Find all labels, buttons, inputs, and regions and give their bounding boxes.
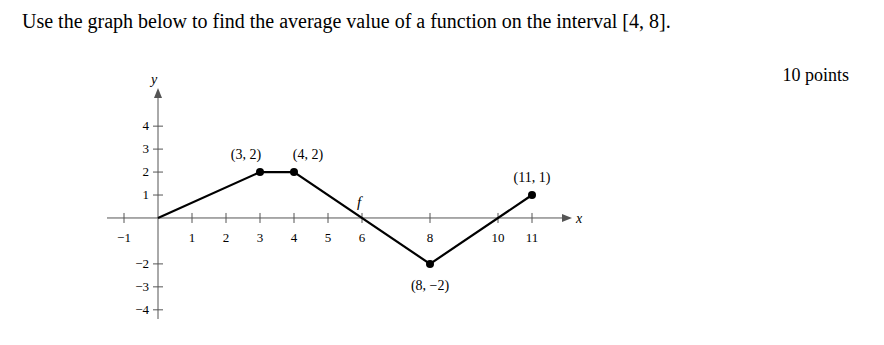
x-tick-label: 8 bbox=[427, 230, 434, 245]
data-label: (4, 2) bbox=[293, 147, 324, 163]
x-tick bbox=[430, 213, 431, 223]
x-tick bbox=[294, 213, 295, 223]
data-label: (3, 2) bbox=[231, 147, 262, 163]
y-tick bbox=[153, 263, 163, 264]
marker bbox=[256, 168, 264, 176]
x-tick-label: 5 bbox=[325, 230, 332, 245]
x-tick-label: 4 bbox=[291, 230, 298, 245]
marker bbox=[426, 260, 434, 268]
y-axis bbox=[158, 94, 159, 319]
points: 10 points bbox=[782, 65, 849, 85]
y-tick-label: −4 bbox=[135, 302, 149, 317]
marks bbox=[158, 168, 536, 268]
y-tick-label: 1 bbox=[143, 187, 150, 202]
y-tick bbox=[153, 286, 163, 287]
y-arrow bbox=[154, 88, 162, 98]
x-tick-label: 10 bbox=[492, 230, 505, 245]
y-tick-label: −2 bbox=[135, 256, 149, 271]
series-name: f bbox=[357, 194, 363, 210]
x-tick-label: 6 bbox=[359, 230, 366, 245]
question: Use the graph below to find the average … bbox=[22, 10, 671, 33]
x-tick bbox=[124, 213, 125, 223]
x-tick bbox=[226, 213, 227, 223]
x-tick-label: 2 bbox=[223, 230, 230, 245]
y-tick bbox=[153, 172, 163, 173]
marker bbox=[290, 168, 298, 176]
line bbox=[158, 172, 532, 264]
x-tick bbox=[532, 213, 533, 223]
x-tick-label: 3 bbox=[257, 230, 264, 245]
marker bbox=[528, 191, 536, 199]
x-tick-label: −1 bbox=[117, 230, 131, 245]
x-tick-label: 1 bbox=[189, 230, 196, 245]
y-tick-label: 3 bbox=[143, 141, 150, 156]
y-axis-label: y bbox=[149, 72, 158, 87]
x-tick-label: 11 bbox=[526, 230, 539, 245]
page: Use the graph below to find the average … bbox=[0, 0, 884, 345]
x-axis-label: x bbox=[575, 211, 583, 226]
y-tick-label: −3 bbox=[135, 279, 149, 294]
x-arrow bbox=[562, 214, 572, 222]
labels: (3, 2) (4, 2) (8, −2) (11, 1) f bbox=[231, 147, 551, 294]
y-tick-label: 2 bbox=[143, 164, 150, 179]
x-tick bbox=[328, 213, 329, 223]
y-tick bbox=[153, 309, 163, 310]
x-tick bbox=[260, 213, 261, 223]
x-tick bbox=[192, 213, 193, 223]
axes: x y −1 1 2 3 4 5 6 8 10 11 −4 −3 −2 1 2 3 4 bbox=[107, 72, 583, 319]
y-tick bbox=[153, 149, 163, 150]
data-label: (11, 1) bbox=[514, 170, 551, 186]
data-label: (8, −2) bbox=[411, 278, 450, 294]
y-tick-label: 4 bbox=[143, 118, 150, 133]
y-tick bbox=[153, 126, 163, 127]
y-tick bbox=[153, 195, 163, 196]
